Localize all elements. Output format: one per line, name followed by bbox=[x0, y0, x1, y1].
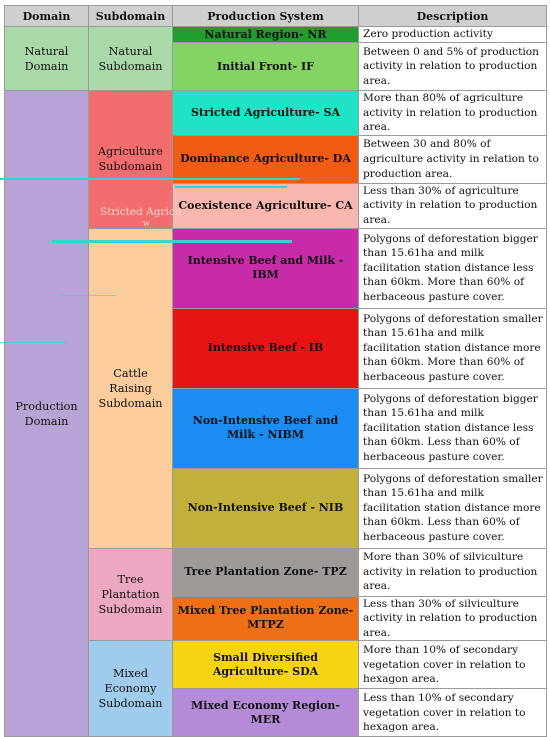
table-row: Cattle Raising Subdomain Intensive Beef … bbox=[5, 227, 547, 549]
domain-cell-production: Production Domain bbox=[4, 89, 89, 737]
table-row: Tree Plantation Subdomain Tree Plantatio… bbox=[5, 547, 547, 642]
system-cell: Natural Region- NR bbox=[172, 26, 359, 43]
header-production-system: Production System bbox=[172, 5, 359, 27]
description-cell: Polygons of deforestation bigger than 15… bbox=[358, 227, 547, 309]
system-cell: Stricted Agriculture- SA bbox=[172, 90, 359, 136]
table-row: Mixed Tree Plantation Zone- MTPZ Less th… bbox=[5, 595, 547, 642]
table-row: Initial Front- IF Between 0 and 5% of pr… bbox=[5, 42, 547, 91]
table-row: Non-Intensive Beef and Milk - NIBM Polyg… bbox=[5, 387, 547, 469]
system-cell: Tree Plantation Zone- TPZ bbox=[172, 547, 359, 597]
system-cell: Intensive Beef and Milk - IBM bbox=[172, 227, 359, 309]
table-row: Intensive Beef - IB Polygons of deforest… bbox=[5, 307, 547, 389]
header-description: Description bbox=[358, 5, 547, 27]
description-cell: Less than 30% of silviculture activity i… bbox=[358, 595, 547, 642]
domain-cell-natural: Natural Domain bbox=[4, 26, 89, 91]
description-cell: Polygons of deforestation smaller than 1… bbox=[358, 307, 547, 389]
system-cell: Small Diversified Agriculture- SDA bbox=[172, 640, 359, 690]
description-cell: Between 0 and 5% of production activity … bbox=[358, 42, 547, 91]
system-cell: Intensive Beef - IB bbox=[172, 307, 359, 389]
subdomain-cell-natural: Natural Subdomain bbox=[88, 26, 173, 91]
system-cell: Non-Intensive Beef - NIB bbox=[172, 467, 359, 549]
table-row: Production Domain Agriculture Subdomain … bbox=[4, 89, 547, 737]
description-cell: Between 30 and 80% of agriculture activi… bbox=[358, 134, 547, 184]
subdomain-cell-agriculture: Agriculture Subdomain bbox=[88, 90, 173, 229]
system-cell: Initial Front- IF bbox=[172, 42, 359, 91]
description-cell: More than 30% of silviculture activity i… bbox=[358, 547, 547, 597]
description-cell: More than 10% of secondary vegetation co… bbox=[358, 640, 547, 690]
table-row: Dominance Agriculture- DA Between 30 and… bbox=[5, 134, 547, 184]
page: Domain Subdomain Production System Descr… bbox=[0, 5, 547, 737]
table-row: Coexistence Agriculture- CA Less than 30… bbox=[5, 182, 547, 229]
description-cell: More than 80% of agriculture activity in… bbox=[358, 90, 547, 136]
system-cell: Mixed Economy Region- MER bbox=[172, 688, 359, 737]
description-cell: Less than 10% of secondary vegetation co… bbox=[358, 688, 547, 737]
description-cell: Polygons of deforestation smaller than 1… bbox=[358, 467, 547, 549]
system-cell: Mixed Tree Plantation Zone- MTPZ bbox=[172, 595, 359, 642]
table-row: Natural Domain Natural Subdomain Natural… bbox=[4, 26, 547, 91]
description-cell: Less than 30% of agriculture activity in… bbox=[358, 182, 547, 229]
description-cell: Zero production activity bbox=[358, 26, 547, 43]
system-cell: Dominance Agriculture- DA bbox=[172, 134, 359, 184]
system-cell: Coexistence Agriculture- CA bbox=[172, 182, 359, 229]
header-subdomain: Subdomain bbox=[88, 5, 173, 27]
header-domain: Domain bbox=[4, 5, 89, 27]
table-row: Non-Intensive Beef - NIB Polygons of def… bbox=[5, 467, 547, 549]
description-cell: Polygons of deforestation bigger than 15… bbox=[358, 387, 547, 469]
subdomain-cell-tree-plantation: Tree Plantation Subdomain bbox=[88, 547, 173, 642]
header-row: Domain Subdomain Production System Descr… bbox=[4, 5, 547, 27]
subdomain-cell-cattle-raising: Cattle Raising Subdomain bbox=[88, 227, 173, 549]
subdomain-cell-mixed-economy: Mixed Economy Subdomain bbox=[88, 640, 173, 737]
production-systems-table: Domain Subdomain Production System Descr… bbox=[4, 5, 547, 737]
system-cell: Non-Intensive Beef and Milk - NIBM bbox=[172, 387, 359, 469]
